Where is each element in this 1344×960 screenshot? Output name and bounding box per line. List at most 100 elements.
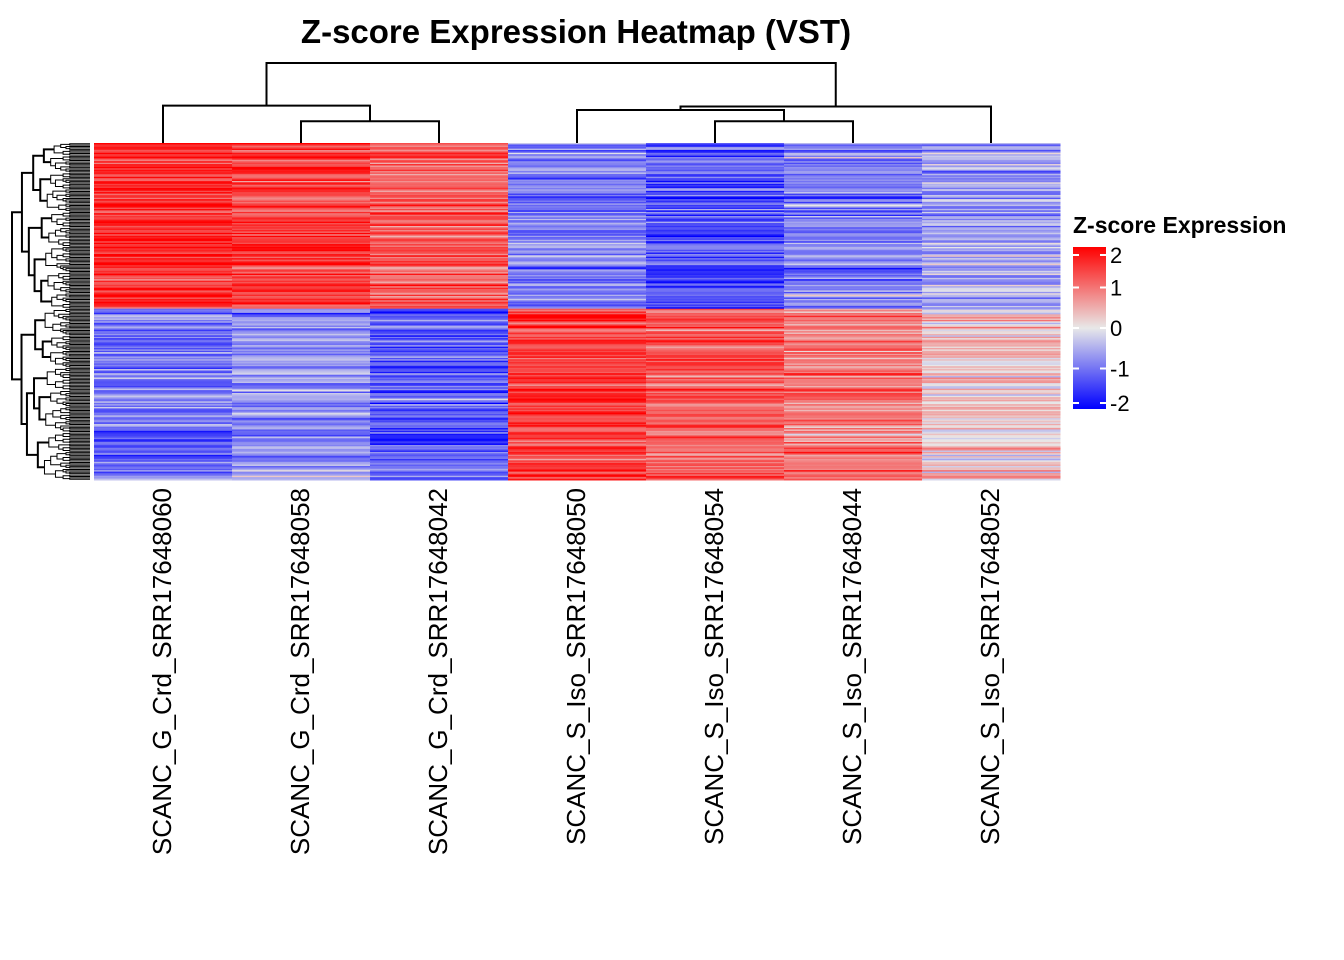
heatmap-cell — [922, 267, 1061, 270]
heatmap-cell — [370, 401, 509, 404]
heatmap-cell — [370, 190, 509, 193]
heatmap-cell — [508, 183, 647, 186]
heatmap-cell — [370, 373, 509, 376]
heatmap-cell — [232, 350, 371, 353]
heatmap-cell — [94, 401, 233, 404]
heatmap-cell — [94, 216, 233, 218]
heatmap-cell — [922, 235, 1061, 238]
heatmap-cell — [94, 356, 233, 359]
heatmap-cell — [232, 470, 371, 473]
heatmap-cell — [646, 232, 785, 235]
heatmap-cell — [784, 230, 923, 232]
heatmap-cell — [94, 307, 233, 310]
heatmap-cell — [232, 200, 371, 203]
heatmap-cell — [508, 310, 647, 312]
heatmap-cell — [922, 238, 1061, 241]
heatmap-cell — [370, 158, 509, 161]
heatmap-cell — [784, 338, 923, 341]
dendrogram-branch — [69, 283, 90, 287]
dendrogram-branch — [69, 241, 90, 244]
heatmap-cell — [232, 276, 371, 279]
heatmap-cell — [784, 235, 923, 238]
heatmap-cell — [94, 416, 233, 419]
heatmap-cell — [232, 478, 371, 481]
heatmap-cell — [508, 159, 647, 162]
heatmap-cell — [508, 340, 647, 343]
heatmap-cell — [508, 258, 647, 261]
dendrogram-branch — [69, 186, 90, 190]
heatmap-cell — [646, 428, 785, 430]
heatmap-cell — [94, 432, 233, 435]
heatmap-cell — [370, 451, 509, 454]
heatmap-cell — [646, 158, 785, 161]
heatmap-cell — [232, 227, 371, 230]
heatmap-cell — [646, 197, 785, 200]
heatmap-cell — [784, 224, 923, 227]
heatmap-cell — [370, 237, 509, 239]
heatmap-cell — [922, 255, 1061, 258]
heatmap-cell — [370, 267, 509, 270]
heatmap-cell — [232, 311, 371, 314]
heatmap-cell — [646, 312, 785, 315]
heatmap-cell — [232, 359, 371, 362]
heatmap-cell — [508, 468, 647, 471]
dendrogram-branch — [69, 394, 90, 397]
heatmap-cell — [646, 279, 785, 282]
heatmap-cell — [646, 234, 785, 237]
heatmap-cell — [922, 274, 1061, 277]
heatmap-cell — [370, 426, 509, 429]
heatmap-cell — [370, 164, 509, 166]
dendrogram-branch — [69, 369, 90, 372]
heatmap-cell — [646, 348, 785, 350]
heatmap-cell — [370, 199, 509, 202]
heatmap-cell — [646, 345, 785, 348]
heatmap-cell — [232, 220, 371, 223]
heatmap-cell — [922, 390, 1061, 393]
heatmap-cell — [370, 412, 509, 415]
heatmap-cell — [922, 423, 1061, 426]
heatmap-cell — [646, 369, 785, 371]
heatmap-cell — [646, 333, 785, 336]
heatmap-cell — [508, 287, 647, 290]
dendrogram-branch — [62, 379, 70, 384]
heatmap-cell — [922, 474, 1061, 477]
heatmap-cell — [232, 463, 371, 466]
heatmap-cell — [508, 291, 647, 294]
heatmap-cell — [370, 249, 509, 252]
heatmap-cell — [922, 326, 1061, 329]
heatmap-cell — [784, 465, 923, 468]
heatmap-cell — [94, 231, 233, 234]
heatmap-cell — [232, 404, 371, 407]
heatmap-cell — [508, 204, 647, 207]
heatmap-cell — [94, 201, 233, 204]
heatmap-cell — [94, 437, 233, 440]
heatmap-cell — [94, 289, 233, 291]
dendrogram-branch — [62, 385, 70, 390]
heatmap-cell — [232, 449, 371, 452]
heatmap-cell — [232, 246, 371, 249]
heatmap-cell — [922, 367, 1061, 370]
dendrogram-branch — [60, 462, 70, 467]
heatmap-cell — [94, 183, 233, 186]
heatmap-cell — [370, 432, 509, 435]
heatmap-cell — [646, 371, 785, 374]
heatmap-cell — [508, 293, 647, 296]
heatmap-cell — [646, 178, 785, 180]
heatmap-cell — [784, 475, 923, 478]
heatmap-cell — [646, 162, 785, 165]
dendrogram-branch — [69, 143, 90, 146]
heatmap-cell — [646, 235, 785, 238]
heatmap-cell — [784, 383, 923, 386]
heatmap-cell — [646, 180, 785, 183]
heatmap-cell — [922, 263, 1061, 266]
heatmap-cell — [646, 340, 785, 343]
heatmap-cell — [784, 214, 923, 217]
heatmap-cell — [232, 282, 371, 284]
dendrogram-branch — [69, 398, 90, 402]
heatmap-cell — [370, 474, 509, 477]
heatmap-cell — [508, 404, 647, 407]
heatmap-cell — [508, 338, 647, 341]
heatmap-cell — [508, 173, 647, 176]
heatmap-cell — [922, 144, 1061, 147]
heatmap-cell — [646, 193, 785, 196]
